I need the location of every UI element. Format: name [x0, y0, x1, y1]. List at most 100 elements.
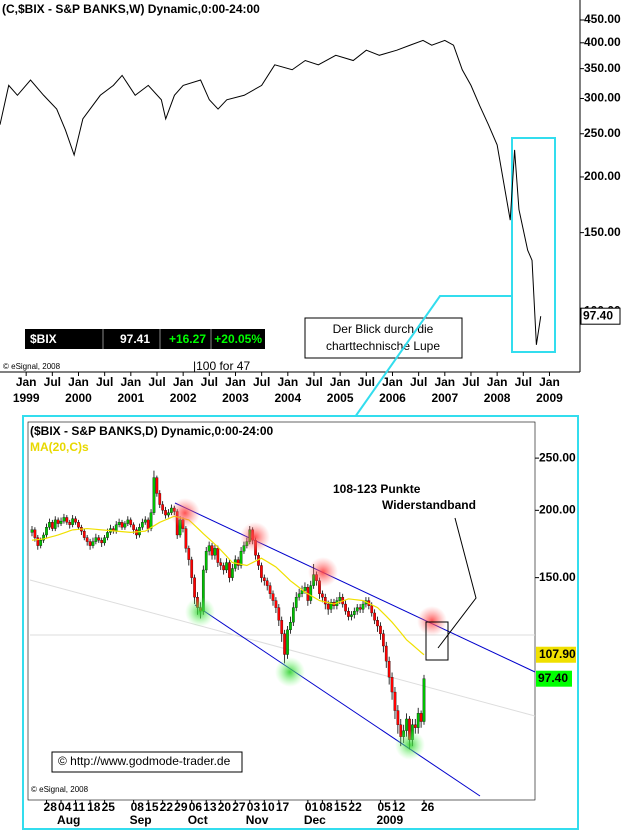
candle-body — [274, 600, 278, 608]
candle-body — [161, 504, 165, 511]
x-tick-label: 11 — [73, 800, 86, 814]
candle-body — [126, 519, 130, 524]
x-tick-label: Jan — [277, 375, 298, 389]
candle-body — [260, 565, 263, 578]
annotation-text: Der Blick durch die — [333, 322, 434, 336]
x-tick-label: Jan — [16, 375, 37, 389]
candle-body — [120, 522, 124, 528]
y-tick-label: 150.00 — [539, 570, 576, 584]
y-tick-label: 200.00 — [584, 169, 621, 183]
month-label: 2009 — [376, 813, 403, 827]
candle-body — [85, 537, 89, 542]
candle-body — [370, 605, 374, 614]
candle-body — [184, 528, 188, 549]
candle-body — [190, 559, 194, 578]
x-tick-label: Jul — [96, 375, 113, 389]
x-tick-label: 22 — [348, 800, 362, 814]
year-label: 2006 — [379, 391, 406, 405]
x-tick-label: 27 — [232, 800, 246, 814]
x-tick-label: 10 — [261, 800, 275, 814]
x-tick-label: Jul — [253, 375, 270, 389]
candle-body — [233, 559, 237, 569]
x-tick-label: 15 — [145, 800, 159, 814]
candle-body — [59, 520, 63, 524]
x-tick-label: 08 — [131, 800, 145, 814]
y-tick-label: 350.00 — [584, 61, 621, 75]
month-label: Aug — [57, 813, 80, 827]
candle-body — [355, 607, 359, 612]
candle-body — [106, 532, 109, 538]
candle-body — [286, 629, 289, 655]
ma-last-label: 107.90 — [539, 647, 576, 661]
x-tick-label: Jan — [68, 375, 89, 389]
candle-body — [219, 562, 223, 566]
candle-body — [352, 610, 356, 615]
x-tick-label: Jan — [487, 375, 508, 389]
candle-body — [149, 512, 153, 529]
candle-body — [36, 537, 40, 546]
candle-body — [239, 550, 243, 566]
month-label: Dec — [304, 813, 326, 827]
candle-body — [347, 610, 350, 617]
trend-line — [29, 579, 536, 717]
x-tick-label: Jan — [382, 375, 403, 389]
ma-last-box — [536, 646, 576, 663]
candle-body — [68, 522, 72, 525]
annotation-text: 108-123 Punkte — [333, 482, 421, 496]
candle-body — [48, 522, 51, 528]
y-tick-label: 450.00 — [584, 12, 621, 26]
candle-body — [65, 517, 69, 523]
chart-title: ($BIX - S&P BANKS,D) Dynamic,0:00-24:00 — [30, 424, 274, 438]
candle-body — [88, 541, 92, 546]
candle-body — [132, 524, 135, 530]
x-tick-label: 29 — [174, 800, 188, 814]
last-value-label: 97.40 — [583, 308, 613, 322]
source: © http://www.godmode-trader.de — [58, 754, 231, 768]
quote-last: 97.41 — [120, 332, 150, 346]
high-point — [308, 557, 338, 587]
x-tick-label: 12 — [392, 800, 406, 814]
candle-body — [216, 548, 220, 563]
x-tick-label: Jan — [173, 375, 194, 389]
x-tick-label: 08 — [319, 800, 333, 814]
candle-body — [413, 724, 417, 728]
candle-body — [82, 530, 86, 538]
candle-body — [344, 603, 347, 612]
candle-body — [45, 527, 48, 536]
lower-channel-line — [194, 604, 481, 797]
last-value-box — [580, 307, 621, 325]
candle-body — [193, 577, 196, 598]
note: |100 for 47 — [193, 359, 250, 373]
moving-average — [31, 515, 425, 656]
close-last-label: 97.40 — [538, 671, 568, 685]
candle-body — [419, 713, 423, 722]
candle-body — [381, 633, 385, 647]
candle-body — [117, 522, 121, 525]
candle-body — [187, 548, 191, 560]
candle-body — [338, 597, 342, 601]
x-tick-label: Jan — [120, 375, 141, 389]
candle-body — [268, 585, 272, 594]
y-tick-label: 200.00 — [539, 503, 576, 517]
x-tick-label: 18 — [87, 800, 101, 814]
candle-body — [384, 645, 388, 662]
x-tick-label: 06 — [189, 800, 203, 814]
candle-body — [50, 522, 54, 529]
candle-body — [140, 522, 144, 528]
x-tick-label: 05 — [377, 800, 391, 814]
low-point — [275, 657, 305, 687]
candle-body — [33, 529, 37, 538]
candle-body — [289, 622, 292, 631]
year-label: 2005 — [327, 391, 354, 405]
x-tick-label: Jan — [330, 375, 351, 389]
annotation-pointer — [437, 517, 477, 649]
candle-body — [225, 562, 228, 571]
candle-body — [376, 620, 379, 627]
candle-body — [123, 523, 127, 528]
month-label: Sep — [130, 813, 152, 827]
candle-body — [158, 493, 162, 505]
high-point — [170, 498, 200, 528]
year-label: 2008 — [484, 391, 511, 405]
x-tick-label: Jul — [410, 375, 427, 389]
